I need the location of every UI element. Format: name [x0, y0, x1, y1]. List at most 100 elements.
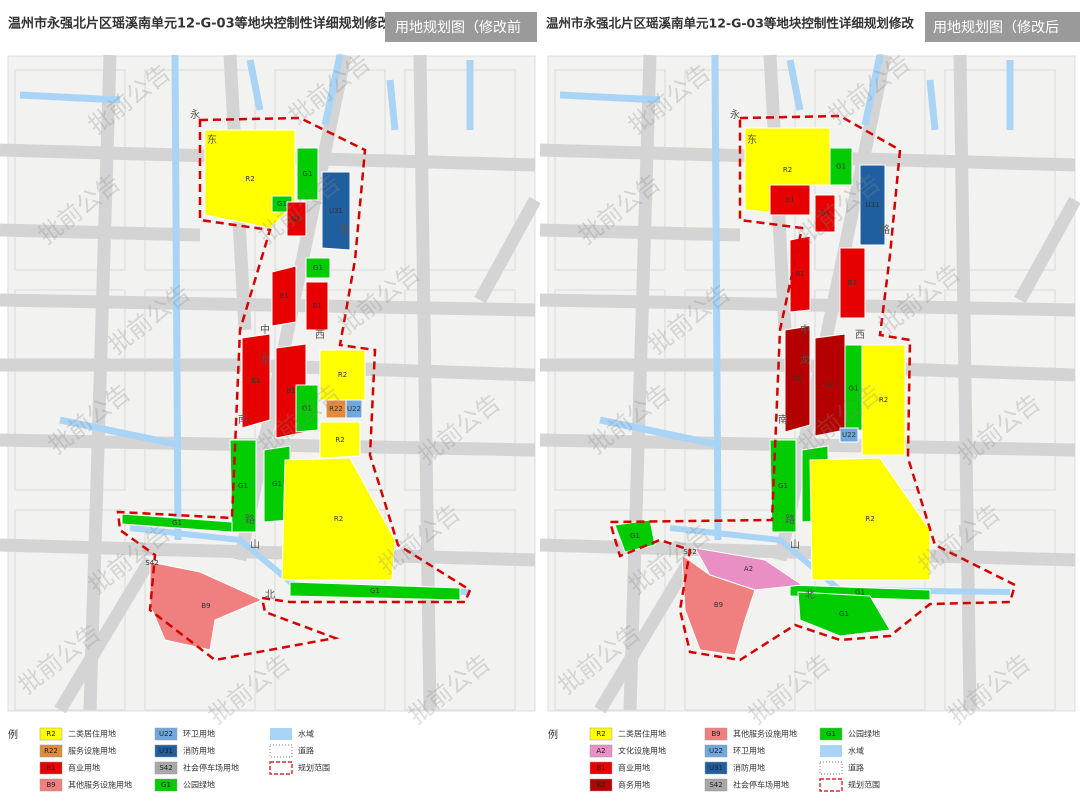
street-label: 南 [778, 413, 788, 426]
road [54, 556, 156, 714]
legend-name: 其他服务设施用地 [68, 780, 132, 790]
parcel-label: S42 [145, 559, 158, 567]
street-label: 东 [747, 133, 757, 146]
street-label: 中 [260, 323, 270, 336]
legend-swatch [39, 727, 63, 741]
legend-swatch [704, 727, 728, 741]
parcel-label: A2 [744, 565, 753, 573]
legend-swatch [589, 761, 613, 775]
land-parcel [681, 553, 756, 656]
legend-name: 其他服务设施用地 [733, 729, 797, 739]
block [144, 509, 256, 711]
river [861, 54, 884, 126]
parcel-label: R2 [335, 436, 344, 444]
land-parcel [861, 344, 906, 456]
legend-heading: 例 [548, 728, 558, 741]
land-parcel [797, 591, 891, 637]
legend-swatch [269, 761, 293, 775]
river [599, 416, 721, 449]
river [926, 79, 939, 131]
street-label: 路 [245, 513, 255, 526]
road [413, 54, 437, 711]
parcel-label: B2 [825, 381, 834, 389]
land-parcel [319, 421, 361, 459]
legend-code: B1 [596, 764, 605, 772]
map-panel: 温州市永强北片区瑶溪南单元12-G-03等地块控制性详细规划修改 用地规划图（修改… [0, 8, 541, 804]
block [14, 69, 126, 271]
legend-swatch [154, 744, 178, 758]
planning-boundary [116, 116, 472, 662]
legend-swatch [154, 778, 178, 792]
parcel-label: G1 [277, 200, 287, 208]
river [786, 59, 804, 111]
legend-swatch [39, 761, 63, 775]
legend-name: 服务设施用地 [68, 746, 116, 756]
street-label: 龙 [260, 353, 270, 366]
road [540, 358, 1076, 382]
land-parcel [149, 561, 264, 651]
road [0, 358, 536, 382]
legend-name: 消防用地 [183, 746, 215, 756]
legend-name: 商务用地 [618, 780, 650, 790]
river [559, 91, 661, 104]
parcel-label: R2 [783, 166, 792, 174]
river [19, 91, 121, 104]
parcel-label: G1 [839, 610, 849, 618]
parcel-label: B1 [292, 215, 301, 223]
parcel-label: G1 [630, 532, 640, 540]
legend-code: U22 [159, 730, 173, 738]
land-parcel [694, 547, 804, 591]
parcel-label: B2 [793, 375, 802, 383]
parcel-label: B1 [820, 210, 829, 218]
parcel-label: G1 [303, 170, 313, 178]
legend-swatch [704, 761, 728, 775]
parcel-label: G1 [370, 587, 380, 595]
subtitle-bar [385, 12, 537, 42]
parcel-label: G1 [272, 480, 282, 488]
river [321, 54, 344, 126]
land-parcel [784, 325, 811, 433]
land-parcel [859, 164, 886, 246]
legend-name: 二类居住用地 [618, 729, 666, 739]
land-parcel [271, 265, 297, 327]
legend-code: A2 [596, 747, 605, 755]
legend-name: 社会停车场用地 [183, 763, 239, 773]
land-parcel [286, 201, 307, 237]
land-parcel [809, 457, 931, 581]
legend-code: U22 [709, 747, 723, 755]
legend-name: 水域 [298, 729, 314, 739]
legend-swatch [269, 744, 293, 758]
legend-swatch [819, 778, 843, 792]
legend-code: B1 [46, 764, 55, 772]
street-label: 北 [805, 589, 815, 601]
parcel-label: G1 [849, 385, 859, 393]
parcel-label: G1 [778, 482, 788, 490]
parcel-label: B9 [714, 601, 723, 609]
road [953, 54, 977, 711]
parcel-label: U31 [329, 207, 343, 215]
legend-heading: 例 [8, 728, 18, 741]
land-parcel [305, 257, 331, 279]
street-label: 路 [880, 223, 890, 236]
road [594, 556, 696, 714]
river [246, 59, 264, 111]
parcel-label: U22 [347, 405, 361, 413]
map-title: 温州市永强北片区瑶溪南单元12-G-03等地块控制性详细规划修改 [546, 16, 914, 31]
street-label: 东 [207, 133, 217, 146]
legend-code: S42 [709, 781, 722, 789]
parcel-label: G1 [313, 264, 323, 272]
road [623, 54, 657, 711]
parcel-label: G1 [836, 163, 846, 171]
parcel-label: B1 [848, 279, 857, 287]
legend-name: 道路 [848, 763, 864, 773]
subtitle-bar [925, 12, 1080, 42]
land-parcel [305, 281, 329, 331]
road [773, 53, 892, 562]
block [14, 289, 126, 491]
block [404, 509, 516, 711]
legend-code: B2 [596, 781, 605, 789]
land-parcel [839, 247, 866, 319]
legend-swatch [819, 727, 843, 741]
river [386, 79, 399, 131]
